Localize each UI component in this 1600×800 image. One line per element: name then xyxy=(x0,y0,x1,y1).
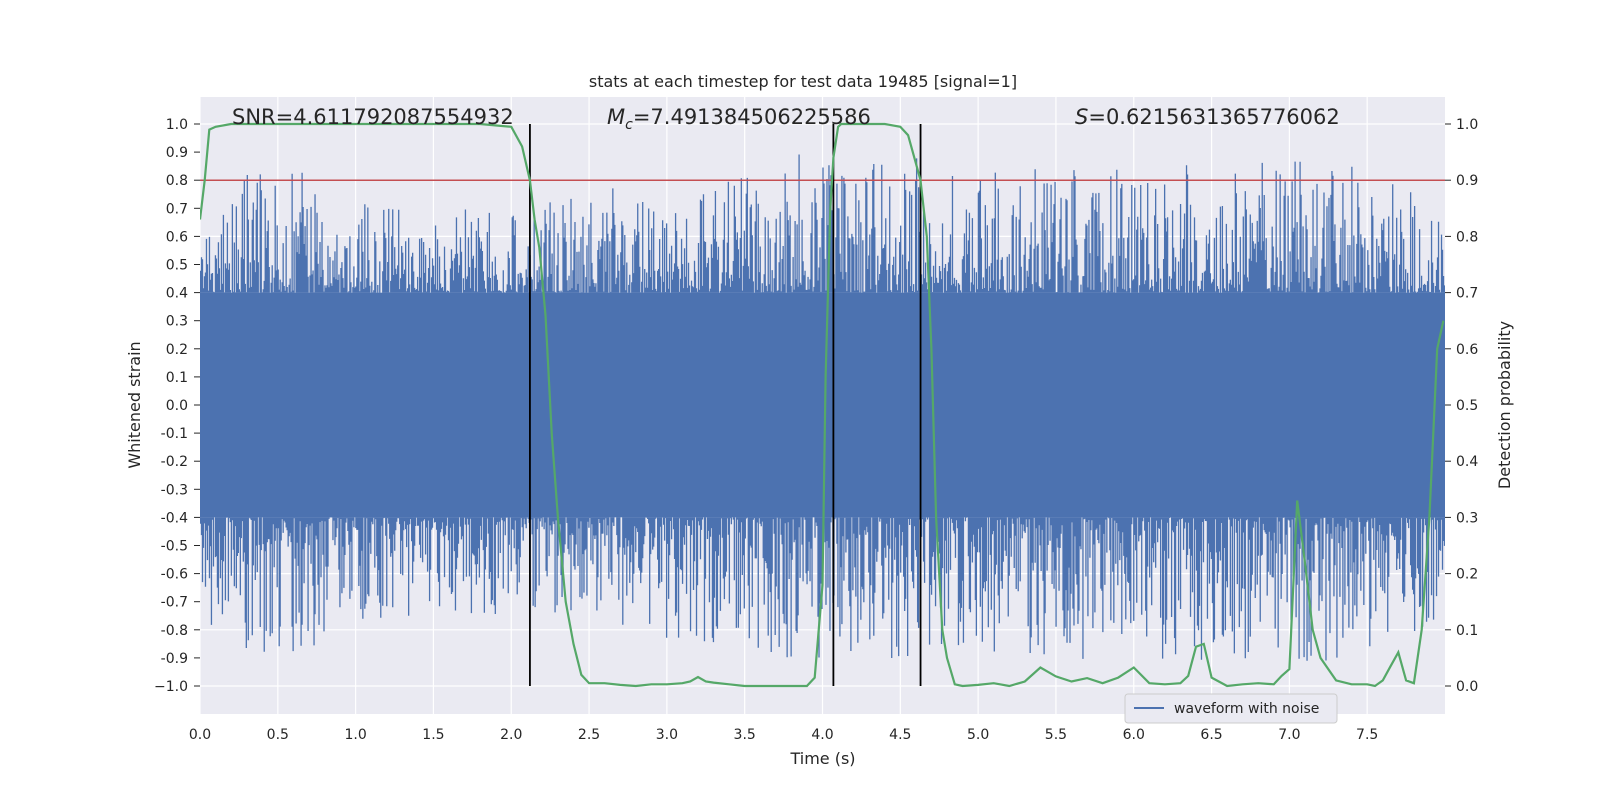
y-tick-label-4: 0.6 xyxy=(166,229,188,245)
chirp-mass-value: =7.491384506225586 xyxy=(633,105,871,129)
right-y-tick-label-3: 0.7 xyxy=(1456,286,1478,302)
x-tick-label-3: 1.5 xyxy=(422,727,444,743)
x-tick-label-7: 3.5 xyxy=(734,727,756,743)
spin-annotation: S=0.6215631365776062 xyxy=(1075,105,1340,129)
x-tick-label-13: 6.5 xyxy=(1200,727,1222,743)
right-y-tick-label-4: 0.6 xyxy=(1456,342,1478,358)
x-tick-label-1: 0.5 xyxy=(267,727,289,743)
x-tick-label-11: 5.5 xyxy=(1045,727,1067,743)
y-tick-label-19: -0.9 xyxy=(161,651,188,667)
y-tick-label-0: 1.0 xyxy=(166,117,188,133)
x-tick-label-12: 6.0 xyxy=(1123,727,1145,743)
y-tick-label-20: −1.0 xyxy=(154,679,188,695)
y-tick-label-6: 0.4 xyxy=(166,286,188,302)
right-y-tick-label-8: 0.2 xyxy=(1456,567,1478,583)
y-tick-label-13: -0.3 xyxy=(161,482,188,498)
x-axis-label: Time (s) xyxy=(789,749,855,768)
x-tick-label-9: 4.5 xyxy=(889,727,911,743)
legend: waveform with noise xyxy=(1124,693,1338,724)
right-y-axis-label: Detection probability xyxy=(1495,321,1514,489)
y-tick-label-2: 0.8 xyxy=(166,173,188,189)
right-y-tick-label-7: 0.3 xyxy=(1456,510,1478,526)
y-tick-label-16: -0.6 xyxy=(161,567,188,583)
waveform-upper-spikes xyxy=(200,154,1445,293)
y-tick-label-15: -0.5 xyxy=(161,539,188,555)
right-y-tick-label-6: 0.4 xyxy=(1456,454,1478,470)
right-y-tick-label-0: 1.0 xyxy=(1456,117,1478,133)
right-y-tick-label-2: 0.8 xyxy=(1456,229,1478,245)
y-tick-label-11: -0.1 xyxy=(161,426,188,442)
chart-title: stats at each timestep for test data 194… xyxy=(589,72,1017,91)
right-y-tick-label-5: 0.5 xyxy=(1456,398,1478,414)
y-tick-label-9: 0.1 xyxy=(166,370,188,386)
y-tick-label-12: -0.2 xyxy=(161,454,188,470)
x-tick-label-0: 0.0 xyxy=(189,727,211,743)
y-axis-label: Whitened strain xyxy=(125,341,144,468)
right-y-tick-label-9: 0.1 xyxy=(1456,623,1478,639)
x-tick-label-15: 7.5 xyxy=(1356,727,1378,743)
x-axis-ticks: 0.0 0.5 1.0 1.5 2.0 2.5 3.0 3.5 4.0 4.5 5.0 5.5 6.0 6… xyxy=(189,727,1378,743)
x-tick-label-8: 4.0 xyxy=(811,727,833,743)
y-axis-ticks: 1.0 0.9 0.8 0.7 0.6 0.5 0.4 0.3 0.2 0.1 0.0 -0.1 -0.… xyxy=(154,117,200,695)
x-tick-label-4: 2.0 xyxy=(500,727,522,743)
y-tick-label-8: 0.2 xyxy=(166,342,188,358)
y-tick-label-3: 0.7 xyxy=(166,201,188,217)
x-tick-label-2: 1.0 xyxy=(344,727,366,743)
spin-value: =0.6215631365776062 xyxy=(1088,105,1339,129)
x-tick-label-10: 5.0 xyxy=(967,727,989,743)
chirp-mass-symbol: M xyxy=(607,105,625,129)
legend-label: waveform with noise xyxy=(1174,701,1319,717)
y-tick-label-1: 0.9 xyxy=(166,145,188,161)
snr-annotation: SNR=4.611792087554932 xyxy=(232,105,514,129)
x-tick-label-6: 3.0 xyxy=(656,727,678,743)
y-tick-label-18: -0.8 xyxy=(161,623,188,639)
y-tick-label-7: 0.3 xyxy=(166,314,188,330)
waveform-core-band xyxy=(200,292,1445,518)
detection-probability-line xyxy=(200,122,1445,688)
x-tick-label-5: 2.5 xyxy=(578,727,600,743)
right-y-tick-label-1: 0.9 xyxy=(1456,173,1478,189)
y-tick-label-10: 0.0 xyxy=(166,398,188,414)
right-y-axis-ticks: 1.0 0.9 0.8 0.7 0.6 0.5 0.4 0.3 0.2 0.1 0.0 xyxy=(1445,117,1478,695)
legend-box xyxy=(1124,693,1338,724)
right-y-tick-label-10: 0.0 xyxy=(1456,679,1478,695)
x-tick-label-14: 7.0 xyxy=(1278,727,1300,743)
chirp-mass-subscript: c xyxy=(625,117,633,133)
event-boundary-lines xyxy=(529,124,922,686)
y-tick-label-14: -0.4 xyxy=(161,510,188,526)
spin-symbol: S xyxy=(1075,105,1088,129)
y-tick-label-17: -0.7 xyxy=(161,595,188,611)
y-tick-label-5: 0.5 xyxy=(166,258,188,274)
chirp-mass-annotation: Mc=7.491384506225586 xyxy=(607,105,871,133)
